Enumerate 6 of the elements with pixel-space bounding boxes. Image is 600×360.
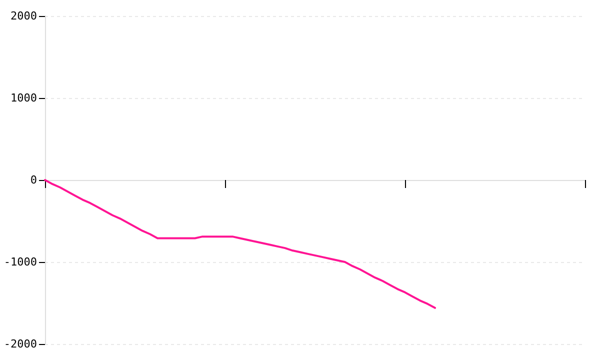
line-series [44, 179, 436, 309]
y-tick-label: 1000 [10, 92, 37, 104]
y-tick-label: -1000 [4, 256, 37, 268]
y-tick-label: 0 [30, 174, 37, 186]
y-tick-label: 2000 [10, 10, 37, 22]
y-tick-label: -2000 [4, 338, 37, 350]
